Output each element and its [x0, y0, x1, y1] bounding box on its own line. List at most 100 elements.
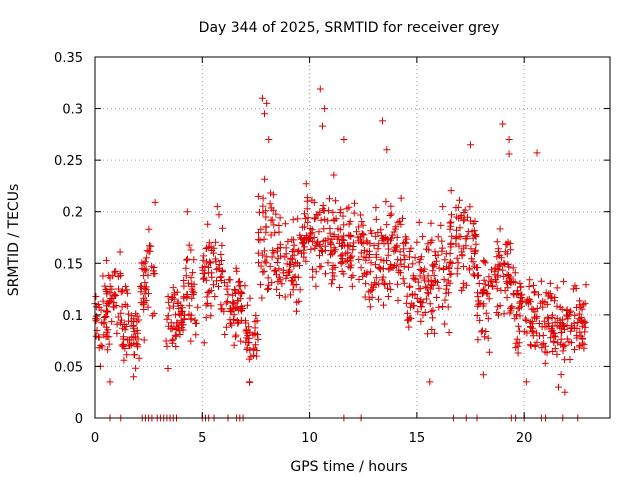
- data-point: [475, 280, 483, 287]
- data-point: [477, 328, 485, 336]
- data-point: [200, 339, 208, 347]
- data-point: [386, 280, 394, 288]
- data-point: [144, 271, 152, 279]
- data-point: [108, 318, 116, 326]
- data-point: [233, 303, 241, 311]
- data-point: [299, 240, 307, 248]
- data-point: [215, 283, 222, 290]
- data-point: [430, 262, 438, 270]
- data-point: [558, 305, 566, 313]
- data-point: [290, 251, 298, 259]
- data-point: [530, 289, 538, 297]
- data-point: [431, 248, 439, 256]
- data-point: [422, 295, 430, 303]
- data-point: [400, 245, 408, 253]
- data-point: [513, 287, 521, 295]
- data-point: [100, 331, 108, 339]
- data-point: [281, 293, 289, 301]
- data-point: [151, 270, 159, 278]
- data-point: [131, 351, 139, 359]
- data-point: [425, 246, 433, 254]
- data-point: [213, 265, 221, 273]
- data-point: [393, 242, 401, 250]
- data-point: [298, 239, 306, 247]
- data-point: [460, 263, 468, 270]
- data-point: [183, 291, 191, 298]
- data-point: [479, 371, 487, 379]
- data-point: [504, 284, 512, 292]
- data-point: [184, 279, 192, 287]
- data-point: [275, 228, 283, 236]
- data-point: [467, 141, 474, 149]
- data-point: [543, 300, 551, 308]
- data-point: [309, 265, 316, 273]
- data-point: [270, 267, 278, 275]
- data-point: [140, 336, 148, 344]
- y-tick-label: 0.15: [54, 257, 83, 272]
- data-point: [321, 236, 329, 244]
- data-point: [547, 334, 555, 342]
- data-point: [390, 247, 398, 255]
- data-point: [297, 235, 305, 243]
- data-point: [358, 218, 366, 226]
- data-point: [332, 197, 340, 205]
- data-point: [340, 236, 348, 244]
- data-point: [512, 344, 520, 352]
- x-tick-label: 0: [91, 431, 99, 446]
- data-point: [355, 256, 363, 263]
- data-point: [179, 321, 187, 329]
- data-point: [184, 255, 191, 263]
- data-point: [290, 281, 298, 289]
- data-point: [124, 289, 132, 297]
- y-tick-label: 0.2: [62, 206, 83, 221]
- data-point: [395, 266, 403, 274]
- data-point: [348, 252, 356, 260]
- x-axis-label: GPS time / hours: [290, 459, 407, 475]
- data-point: [237, 307, 245, 315]
- data-point: [384, 284, 391, 292]
- data-point: [166, 304, 174, 312]
- data-point: [528, 317, 536, 325]
- data-point: [455, 233, 463, 240]
- data-point: [359, 240, 367, 248]
- data-point: [572, 284, 580, 292]
- data-point: [366, 303, 374, 311]
- data-point: [191, 316, 199, 324]
- data-point: [185, 302, 193, 310]
- data-point: [280, 266, 288, 274]
- data-point: [349, 246, 357, 254]
- data-point: [573, 332, 581, 340]
- data-point: [324, 259, 332, 267]
- data-point: [429, 306, 437, 314]
- data-point: [284, 238, 292, 246]
- data-point: [394, 256, 402, 264]
- data-point: [339, 212, 347, 220]
- data-point: [217, 301, 225, 309]
- data-point: [340, 136, 348, 143]
- data-point: [540, 339, 548, 347]
- data-point: [204, 289, 212, 296]
- data-point: [119, 342, 127, 350]
- data-point: [422, 283, 430, 291]
- data-point: [331, 246, 339, 254]
- data-point: [428, 326, 436, 333]
- data-point: [170, 302, 177, 310]
- data-point: [388, 234, 395, 242]
- data-point: [439, 303, 447, 310]
- data-point: [261, 175, 269, 183]
- data-point: [441, 256, 449, 264]
- data-point: [294, 215, 302, 223]
- data-point: [110, 303, 118, 311]
- data-point: [427, 308, 435, 316]
- data-point: [261, 110, 268, 118]
- data-point: [267, 231, 275, 239]
- data-point: [312, 268, 320, 276]
- data-point: [95, 333, 103, 341]
- data-point: [120, 321, 128, 328]
- data-point: [544, 313, 552, 321]
- data-point: [480, 276, 488, 284]
- data-point: [234, 297, 242, 305]
- data-point: [337, 206, 345, 214]
- data-point: [522, 378, 530, 386]
- data-point: [516, 283, 524, 291]
